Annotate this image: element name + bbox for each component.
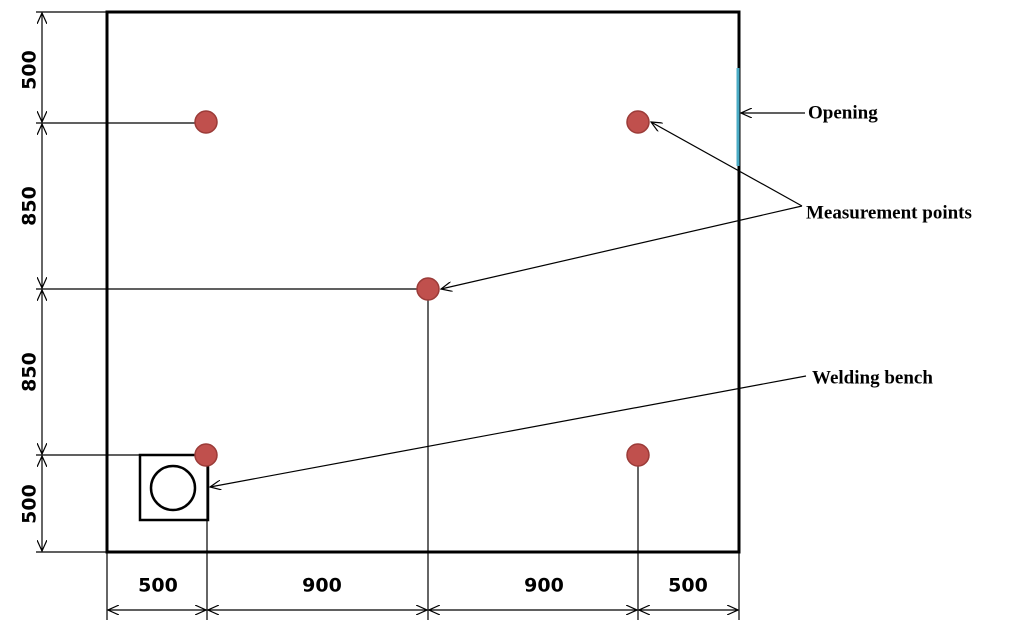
dimension-label: 850 xyxy=(19,352,41,392)
dimension-labels: 500 850 850 500 500 900 900 500 xyxy=(19,50,708,596)
bench-outline xyxy=(138,453,210,522)
welding-bench xyxy=(138,453,210,522)
dimension-lines xyxy=(36,11,740,620)
dimension-label: 850 xyxy=(19,186,41,226)
measurement-point xyxy=(626,443,650,467)
room-outline xyxy=(105,10,741,554)
leader-arrow xyxy=(210,375,807,487)
annotation: Welding bench xyxy=(812,367,933,388)
measurement-point xyxy=(194,110,218,134)
measurement-point xyxy=(626,110,650,134)
measurement-point xyxy=(194,443,218,467)
dimension-label: 900 xyxy=(524,575,564,597)
room xyxy=(105,10,741,554)
annotation: Measurement points xyxy=(806,202,972,223)
leader-arrow xyxy=(441,205,803,289)
dimension-label: 500 xyxy=(668,575,708,597)
dimension-label: 500 xyxy=(138,575,178,597)
bench-circle xyxy=(149,464,197,512)
leader-arrow xyxy=(651,122,803,207)
dimension-label: 900 xyxy=(302,575,342,597)
measurement-points xyxy=(194,110,650,467)
annotation: Opening xyxy=(808,102,878,123)
dimension-label: 500 xyxy=(19,50,41,90)
dimension-label: 500 xyxy=(19,484,41,524)
annotations: Opening Measurement points Welding bench xyxy=(210,102,972,487)
measurement-point xyxy=(416,277,440,301)
